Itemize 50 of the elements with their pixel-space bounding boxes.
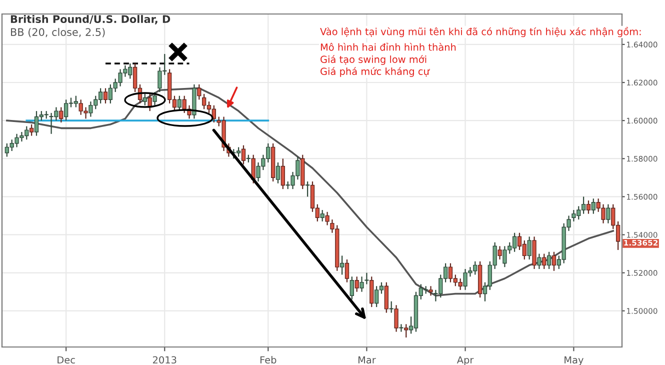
x-tick-label: Feb <box>260 356 276 364</box>
candlestick <box>103 88 108 104</box>
text: BB (20, close, 2.5) <box>11 28 105 38</box>
candlestick <box>428 286 433 296</box>
candlestick <box>542 253 546 270</box>
x-tick-label: Apr <box>456 356 474 365</box>
candlestick <box>360 276 364 292</box>
candlestick <box>177 95 182 112</box>
x-tick-label: May <box>564 356 584 365</box>
candlestick <box>29 124 34 136</box>
candlestick <box>241 144 246 165</box>
annotation: Giá tạo swing low mới <box>320 55 426 65</box>
candlestick <box>606 204 610 224</box>
candlestick <box>498 246 502 260</box>
candlestick <box>305 180 310 198</box>
candlestick <box>537 253 542 270</box>
candlestick <box>320 209 324 222</box>
candlestick <box>182 95 186 114</box>
x-tick-label: Mar <box>358 356 376 364</box>
candlestick <box>591 198 596 214</box>
candlestick <box>142 93 147 106</box>
candlestick <box>394 304 398 332</box>
candlestick <box>325 211 330 226</box>
candlestick <box>546 251 552 270</box>
annotation: Vào lệnh tại vùng mũi tên khi đã có những tín hiệu xác nhận gồm: <box>320 26 641 38</box>
annotation: Giá phá mức kháng cự <box>320 67 430 77</box>
candlestick <box>354 276 359 292</box>
line-series <box>6 87 614 297</box>
candlestick <box>586 200 591 214</box>
x-tick-label: Dec <box>58 356 75 364</box>
candlestick <box>344 258 350 283</box>
candlestick <box>552 251 556 272</box>
candlestick <box>276 162 280 184</box>
candlestick <box>389 300 394 314</box>
candlestick <box>197 84 202 100</box>
candlestick <box>236 146 241 158</box>
candlestick <box>370 276 374 308</box>
candlestick <box>59 106 64 124</box>
candlestick <box>527 236 532 260</box>
candlestick <box>404 324 408 338</box>
x-tick-label: 2013 <box>152 356 176 364</box>
candlestick <box>350 276 354 300</box>
candlestick <box>399 324 404 332</box>
candlestick <box>340 255 344 276</box>
candlestick <box>152 91 157 106</box>
candlestick <box>364 272 369 285</box>
chart-title: British Pound/U.S. Dollar, D <box>10 14 170 24</box>
annotation: Mô hình hai đỉnh hình thành <box>320 42 456 51</box>
candlestick <box>280 158 285 190</box>
candlestick <box>384 282 388 314</box>
